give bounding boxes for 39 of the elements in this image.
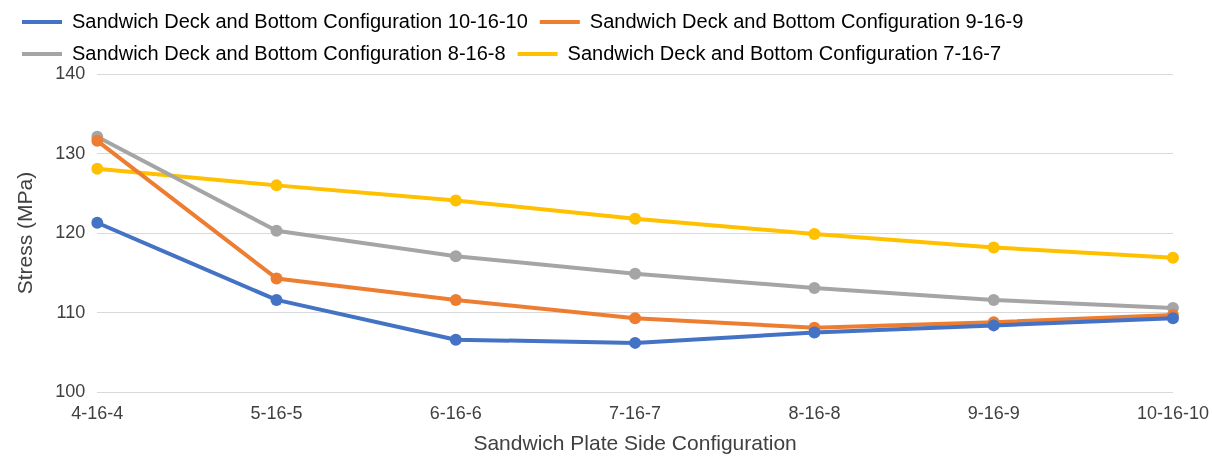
x-tick-label: 10-16-10 xyxy=(1136,402,1209,423)
point xyxy=(808,227,821,240)
legend-label: Sandwich Deck and Bottom Configuration 7-16-7 xyxy=(567,41,1002,64)
x-tick-label: 5-16-5 xyxy=(250,402,303,423)
point xyxy=(449,194,462,207)
point xyxy=(629,212,642,225)
x-tick-label: 9-16-9 xyxy=(967,402,1020,423)
point xyxy=(91,162,104,175)
point xyxy=(449,333,462,346)
y-tick-label: 120 xyxy=(55,222,86,243)
point xyxy=(808,326,821,339)
point xyxy=(270,224,283,237)
x-axis-title: Sandwich Plate Side Configuration xyxy=(473,431,797,455)
point xyxy=(987,241,1000,254)
y-tick-label: 140 xyxy=(55,62,86,83)
x-tick-label: 6-16-6 xyxy=(429,402,482,423)
point xyxy=(270,272,283,285)
point xyxy=(629,312,642,325)
point xyxy=(808,281,821,294)
point xyxy=(270,179,283,192)
point xyxy=(449,250,462,263)
point xyxy=(91,134,104,147)
legend-label: Sandwich Deck and Bottom Configuration 8-16-8 xyxy=(72,41,506,64)
x-tick-label: 7-16-7 xyxy=(609,402,662,423)
y-tick-label: 130 xyxy=(55,142,86,163)
legend-label: Sandwich Deck and Bottom Configuration 10-16-10 xyxy=(72,9,528,32)
y-axis-title: Stress (MPa) xyxy=(13,171,37,295)
x-tick-label: 8-16-8 xyxy=(788,402,841,423)
point xyxy=(270,293,283,306)
legend-label: Sandwich Deck and Bottom Configuration 9-16-9 xyxy=(589,9,1024,32)
point xyxy=(449,293,462,306)
point xyxy=(987,293,1000,306)
y-tick-label: 110 xyxy=(56,301,86,322)
y-tick-label: 100 xyxy=(55,381,86,402)
point xyxy=(629,267,642,280)
point xyxy=(91,216,104,229)
point xyxy=(629,336,642,349)
x-tick-label: 4-16-4 xyxy=(71,402,124,423)
point xyxy=(1166,251,1179,264)
